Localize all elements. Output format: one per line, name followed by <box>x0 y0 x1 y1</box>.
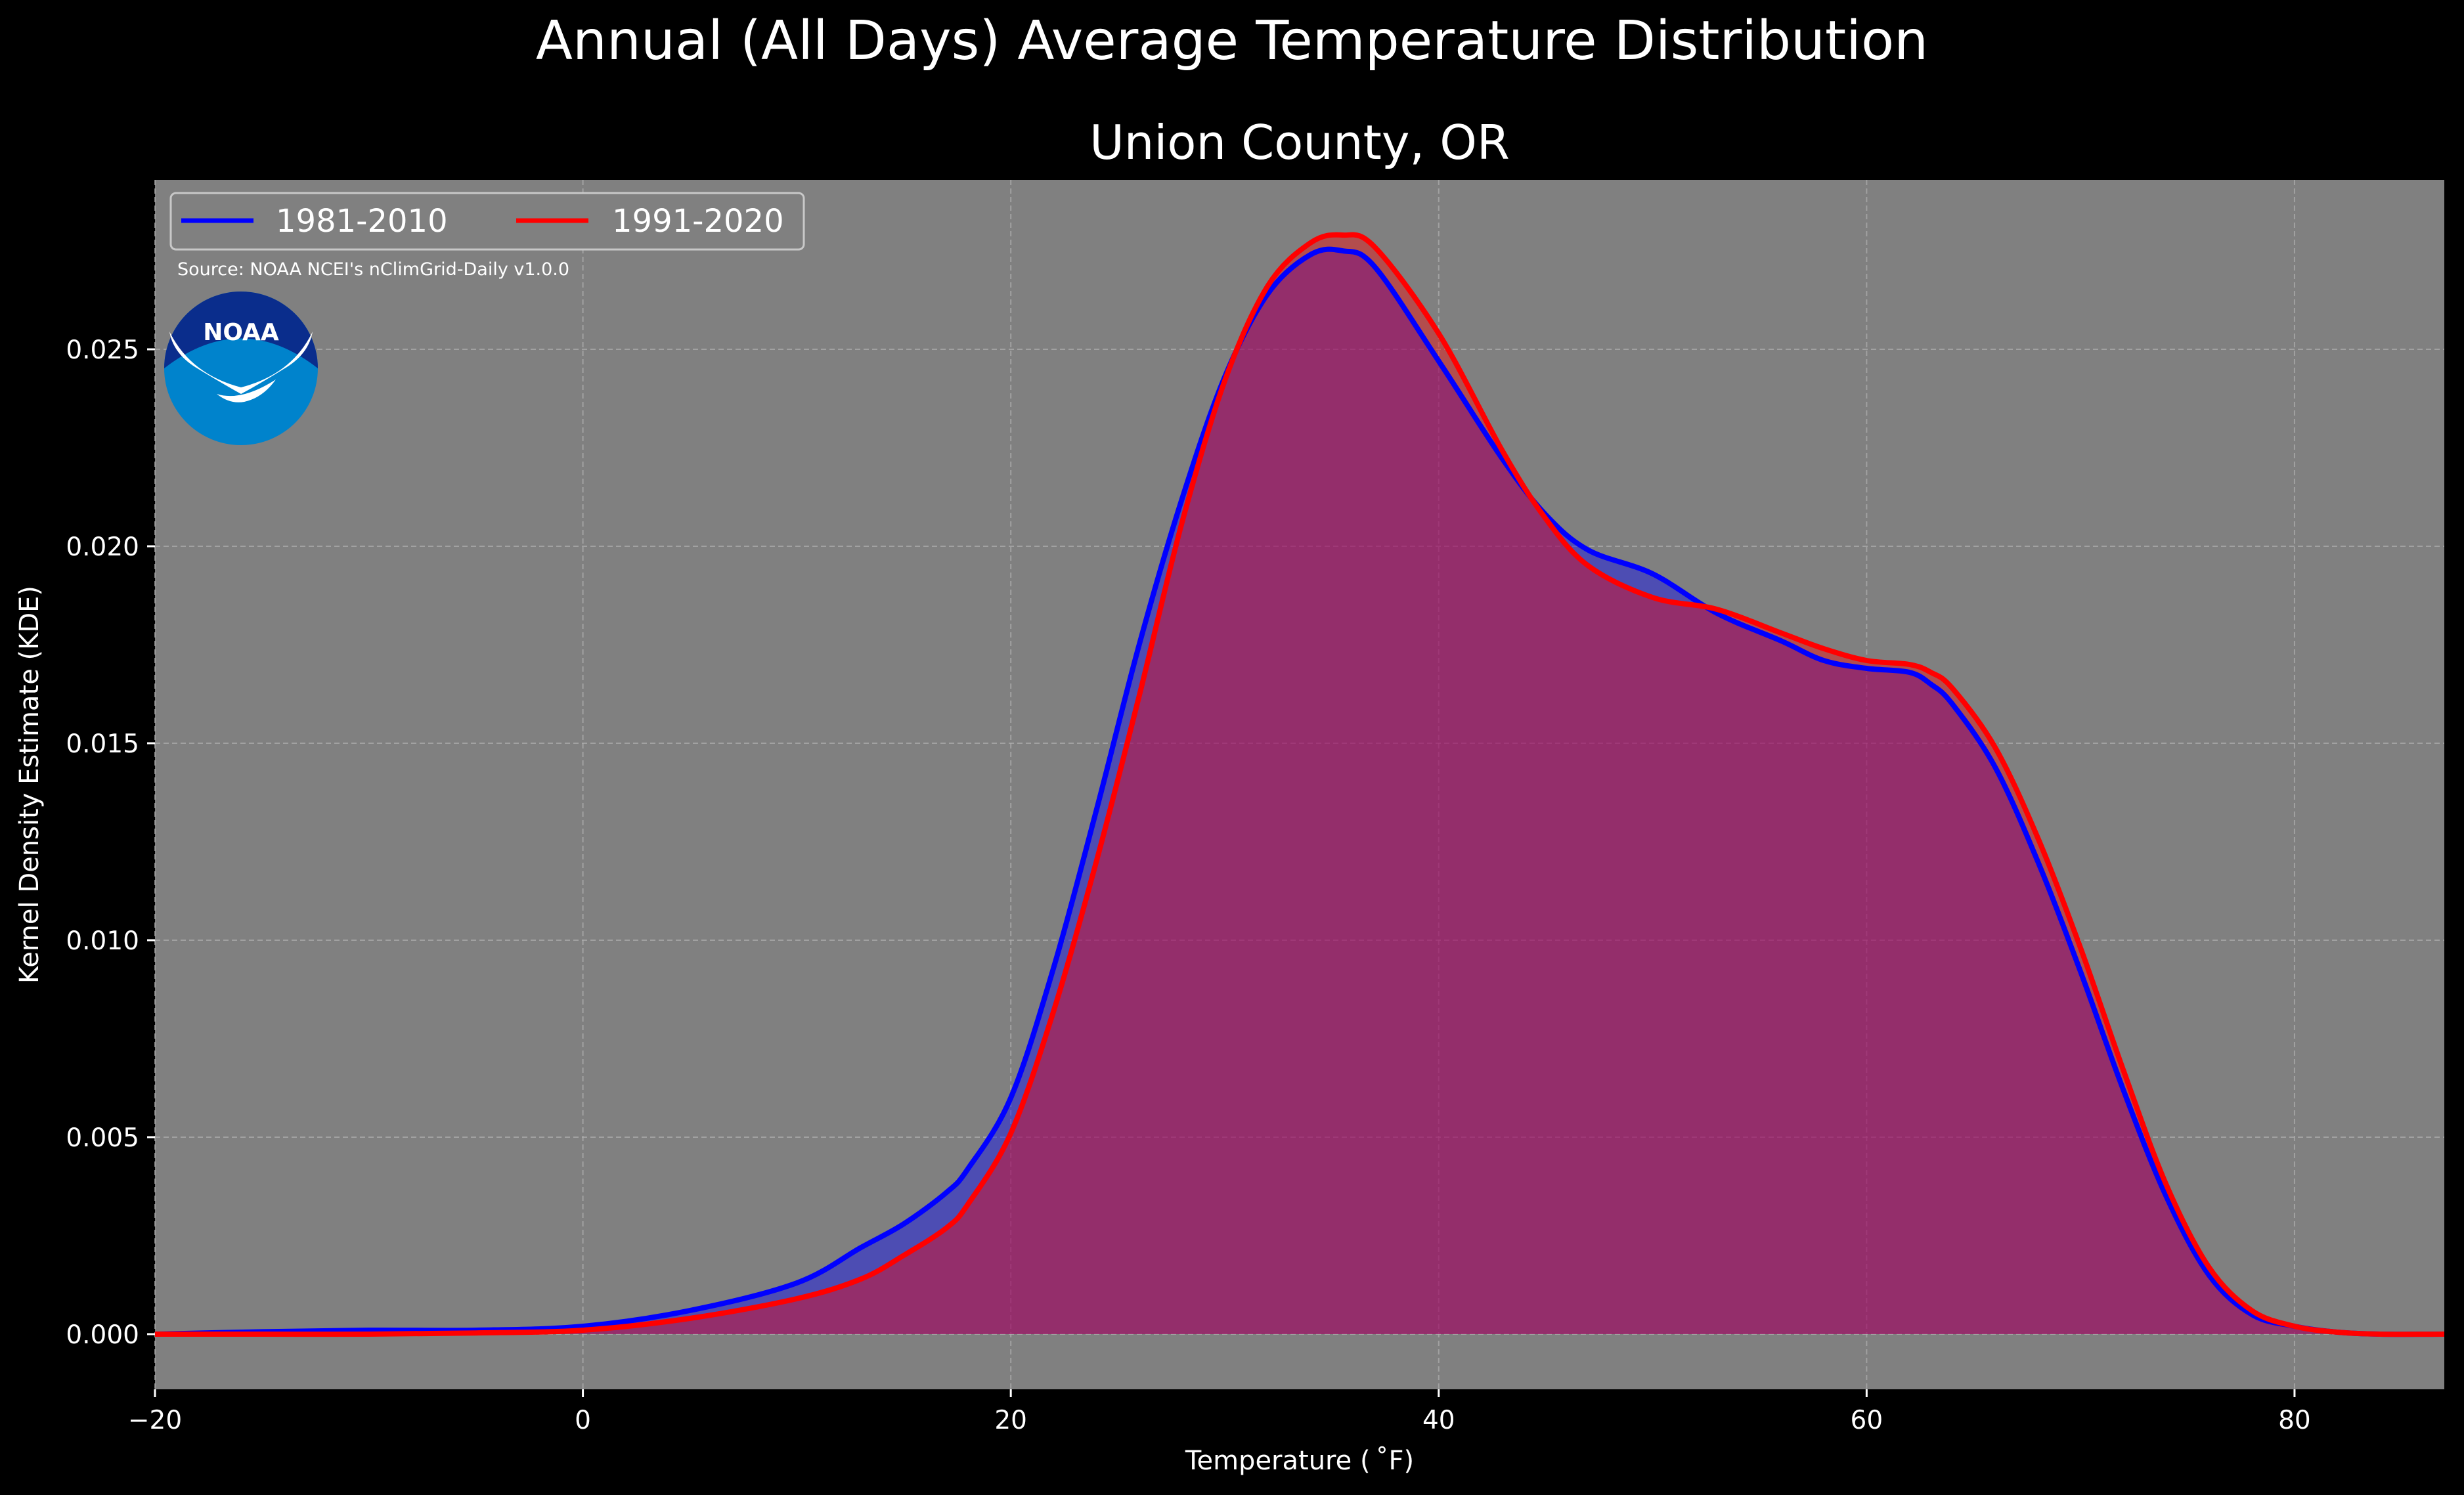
plot-area <box>154 180 2445 1389</box>
x-tick-label: 80 <box>2278 1406 2311 1435</box>
y-axis-ticks: 0.000 0.005 0.010 0.015 0.020 0.025 <box>66 336 155 1350</box>
x-tick-label: −20 <box>128 1406 182 1435</box>
series-line-1991-2020 <box>155 232 2445 1337</box>
y-axis-label: Kernel Density Estimate (KDE) <box>14 586 45 984</box>
y-tick-label: 0.015 <box>66 729 139 759</box>
legend: 1981-2010 1991-2020 <box>169 192 805 251</box>
grid-lines <box>154 180 2444 1389</box>
legend-frame <box>169 192 805 251</box>
x-tick-label: 40 <box>1422 1406 1455 1435</box>
chart-subtitle: Union County, OR <box>1089 115 1510 170</box>
noaa-logo: NOAA <box>164 292 318 445</box>
series-fill-1981-2010 <box>155 249 2444 1335</box>
series-fill-1991-2020 <box>155 234 2444 1335</box>
x-axis-label: Temperature ( ˚F) <box>1185 1446 1414 1476</box>
plot-background <box>155 180 2444 1389</box>
x-tick-label: 60 <box>1851 1406 1883 1435</box>
y-tick-label: 0.025 <box>66 336 139 365</box>
y-tick-label: 0.005 <box>66 1123 139 1153</box>
x-axis-ticks: −20 0 20 40 60 80 <box>128 1389 2311 1435</box>
noaa-logo-text: NOAA <box>203 319 279 346</box>
y-tick-label: 0.020 <box>66 532 139 562</box>
series-line-1981-2010 <box>154 246 2445 1337</box>
x-tick-label: 0 <box>575 1406 591 1435</box>
x-tick-label: 20 <box>994 1406 1027 1435</box>
source-note: Source: NOAA NCEI's nClimGrid-Daily v1.0… <box>177 259 569 280</box>
chart-title: Annual (All Days) Average Temperature Di… <box>536 10 1928 72</box>
series-fills <box>155 234 2444 1335</box>
series-lines <box>154 232 2445 1337</box>
y-tick-label: 0.000 <box>66 1320 139 1350</box>
y-tick-label: 0.010 <box>66 926 139 956</box>
legend-label-1991-2020: 1991-2020 <box>612 203 784 240</box>
legend-label-1981-2010: 1981-2010 <box>276 203 448 240</box>
